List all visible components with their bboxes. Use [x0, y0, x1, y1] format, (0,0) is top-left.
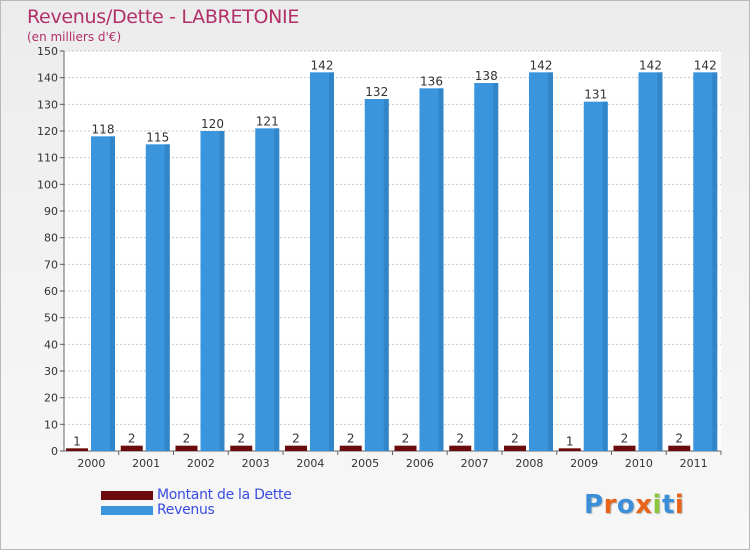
y-tick-label: 120	[37, 125, 58, 138]
data-label-revenus: 121	[256, 114, 279, 128]
y-tick-label: 90	[44, 205, 58, 218]
data-label-dette: 1	[566, 434, 574, 448]
bar-revenus-shade	[657, 72, 663, 451]
data-label-dette: 2	[128, 432, 136, 446]
y-tick-label: 0	[51, 445, 58, 458]
bar-revenus-shade	[602, 101, 608, 452]
bar-dette	[449, 445, 472, 451]
chart-subtitle: (en milliers d'€)	[27, 30, 122, 44]
logo-letter: x	[635, 490, 653, 520]
x-tick-label: 2008	[515, 457, 543, 470]
data-label-revenus: 132	[365, 85, 388, 99]
data-label-revenus: 142	[639, 58, 662, 72]
x-tick-label: 2005	[351, 457, 379, 470]
bar-dette	[394, 445, 417, 451]
bar-revenus-shade	[493, 83, 499, 451]
legend-item-revenus: Revenus	[101, 502, 215, 518]
bar-revenus-shade	[110, 136, 115, 452]
data-label-dette: 2	[675, 432, 683, 446]
y-tick-label: 50	[44, 312, 58, 325]
data-label-revenus: 142	[530, 58, 553, 72]
data-label-dette: 2	[621, 432, 629, 446]
y-tick-label: 130	[37, 98, 58, 111]
data-label-revenus: 142	[694, 58, 717, 72]
bar-revenus-shade	[164, 144, 170, 452]
bar-revenus-shade	[383, 99, 389, 451]
bar-dette	[558, 448, 581, 451]
bar-revenus-shade	[712, 72, 718, 451]
proxiti-logo: Proxiti	[584, 490, 684, 520]
data-label-dette: 2	[402, 432, 410, 446]
logo-letter: i	[674, 490, 685, 520]
bar-dette	[120, 445, 143, 451]
x-tick-label: 2001	[132, 457, 160, 470]
logo-letter: i	[652, 490, 662, 520]
y-tick-label: 60	[44, 285, 58, 298]
logo-letter: o	[616, 490, 636, 520]
x-tick-label: 2007	[461, 457, 489, 470]
data-label-revenus: 115	[146, 130, 169, 144]
bar-dette	[175, 445, 198, 451]
bar-dette	[613, 445, 636, 451]
bar-revenus-shade	[219, 131, 225, 451]
data-label-revenus: 131	[584, 88, 607, 102]
legend-swatch-dette	[101, 490, 153, 500]
y-tick-label: 100	[37, 178, 58, 191]
x-tick-label: 2009	[570, 457, 598, 470]
legend-swatch-revenus	[101, 505, 153, 515]
bar-dette	[285, 445, 307, 451]
data-label-dette: 2	[456, 432, 464, 446]
x-tick-label: 2010	[625, 457, 653, 470]
data-label-dette: 2	[183, 432, 191, 446]
x-tick-label: 2004	[296, 457, 324, 470]
bar-revenus-shade	[548, 72, 553, 451]
bar-revenus-shade	[274, 128, 280, 451]
x-tick-label: 2000	[77, 457, 105, 470]
logo-letter: t	[661, 490, 675, 520]
x-tick-label: 2006	[406, 457, 434, 470]
plot-area	[64, 51, 721, 451]
bar-revenus-shade	[438, 88, 444, 451]
x-tick-label: 2003	[242, 457, 270, 470]
y-tick-label: 140	[37, 72, 58, 85]
logo-letter: r	[603, 490, 617, 520]
y-tick-label: 150	[37, 45, 58, 58]
data-label-revenus: 118	[92, 122, 115, 136]
y-tick-label: 110	[37, 152, 58, 165]
data-label-dette: 1	[73, 434, 81, 448]
chart-title: Revenus/Dette - LABRETONIE	[27, 6, 300, 28]
y-tick-label: 20	[44, 392, 58, 405]
y-tick-label: 70	[44, 258, 58, 271]
logo-letter: P	[584, 490, 604, 520]
legend-item-dette: Montant de la Dette	[101, 487, 292, 503]
bar-revenus-shade	[329, 72, 334, 451]
bar-dette	[230, 445, 253, 451]
data-label-revenus: 120	[201, 117, 224, 131]
data-label-dette: 2	[511, 432, 519, 446]
bar-dette	[66, 448, 88, 451]
y-tick-label: 10	[44, 418, 58, 431]
x-tick-label: 2011	[680, 457, 708, 470]
data-label-dette: 2	[237, 432, 245, 446]
y-tick-label: 80	[44, 232, 58, 245]
y-tick-label: 30	[44, 365, 58, 378]
data-label-revenus: 142	[311, 58, 334, 72]
data-label-revenus: 136	[420, 74, 443, 88]
data-label-dette: 2	[292, 432, 300, 446]
x-tick-label: 2002	[187, 457, 215, 470]
bar-dette	[668, 445, 691, 451]
data-label-revenus: 138	[475, 69, 498, 83]
data-label-dette: 2	[347, 432, 355, 446]
bar-dette	[339, 445, 362, 451]
legend-label-dette: Montant de la Dette	[157, 487, 292, 503]
legend-label-revenus: Revenus	[157, 502, 215, 518]
y-tick-label: 40	[44, 338, 58, 351]
bar-dette	[504, 445, 526, 451]
